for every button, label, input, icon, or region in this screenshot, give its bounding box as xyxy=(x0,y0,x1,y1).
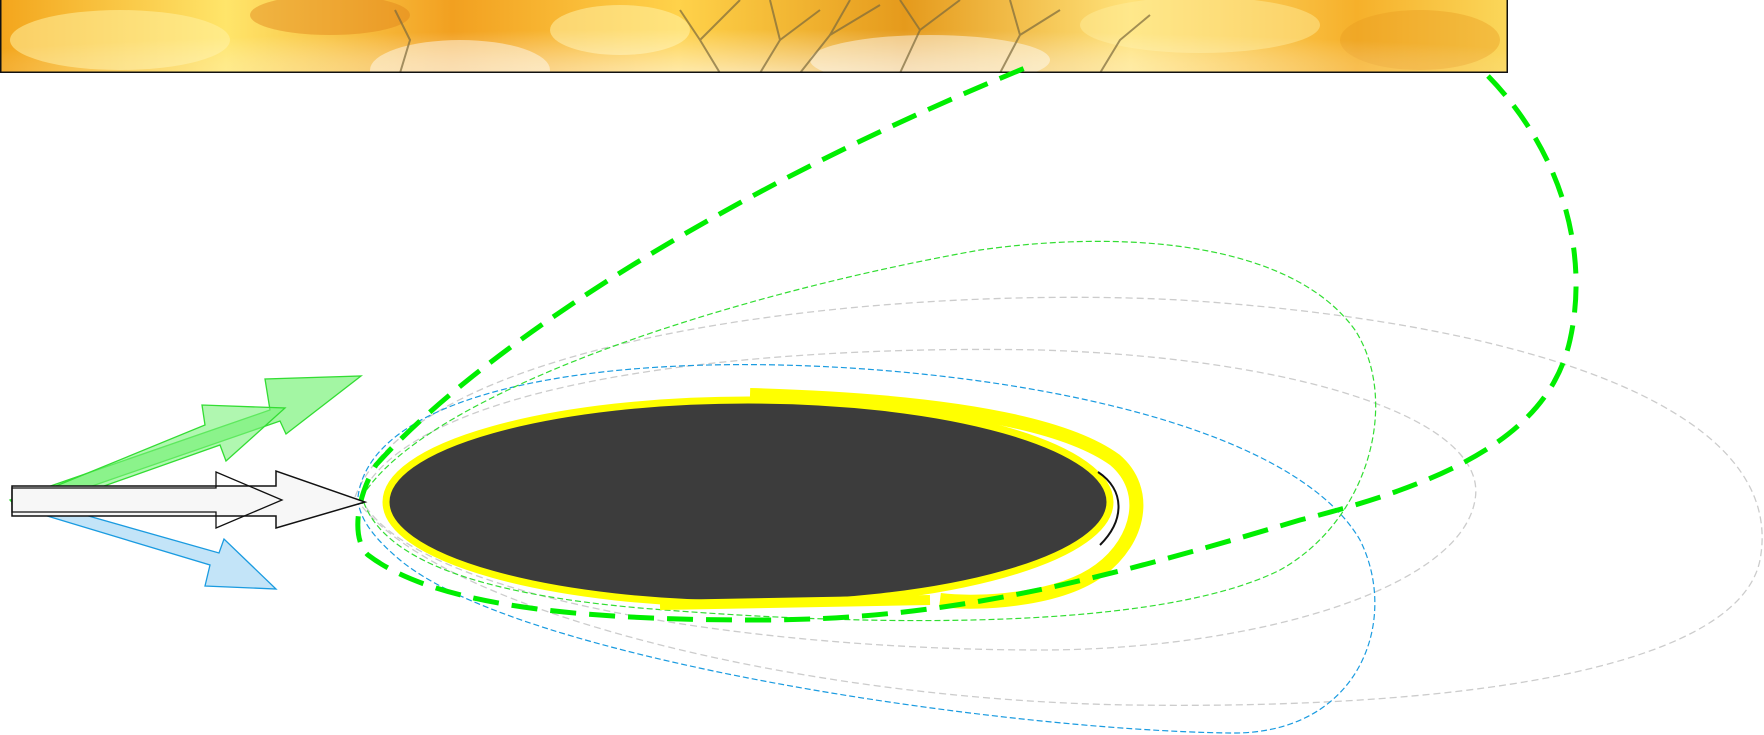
grey-dashed-middle-loop xyxy=(359,348,1477,651)
yellow-contour xyxy=(382,388,1144,610)
banner-image xyxy=(0,0,1508,73)
thin-green-dashed-loop xyxy=(361,240,1377,622)
grey-dashed-outer-loop xyxy=(354,296,1763,706)
white-arrow xyxy=(11,469,368,530)
dark-ellipse xyxy=(386,400,1110,604)
tree-branches xyxy=(394,0,1151,73)
large-green-dashed-loop xyxy=(355,63,1579,623)
thin-blue-dashed-loop xyxy=(357,364,1376,734)
